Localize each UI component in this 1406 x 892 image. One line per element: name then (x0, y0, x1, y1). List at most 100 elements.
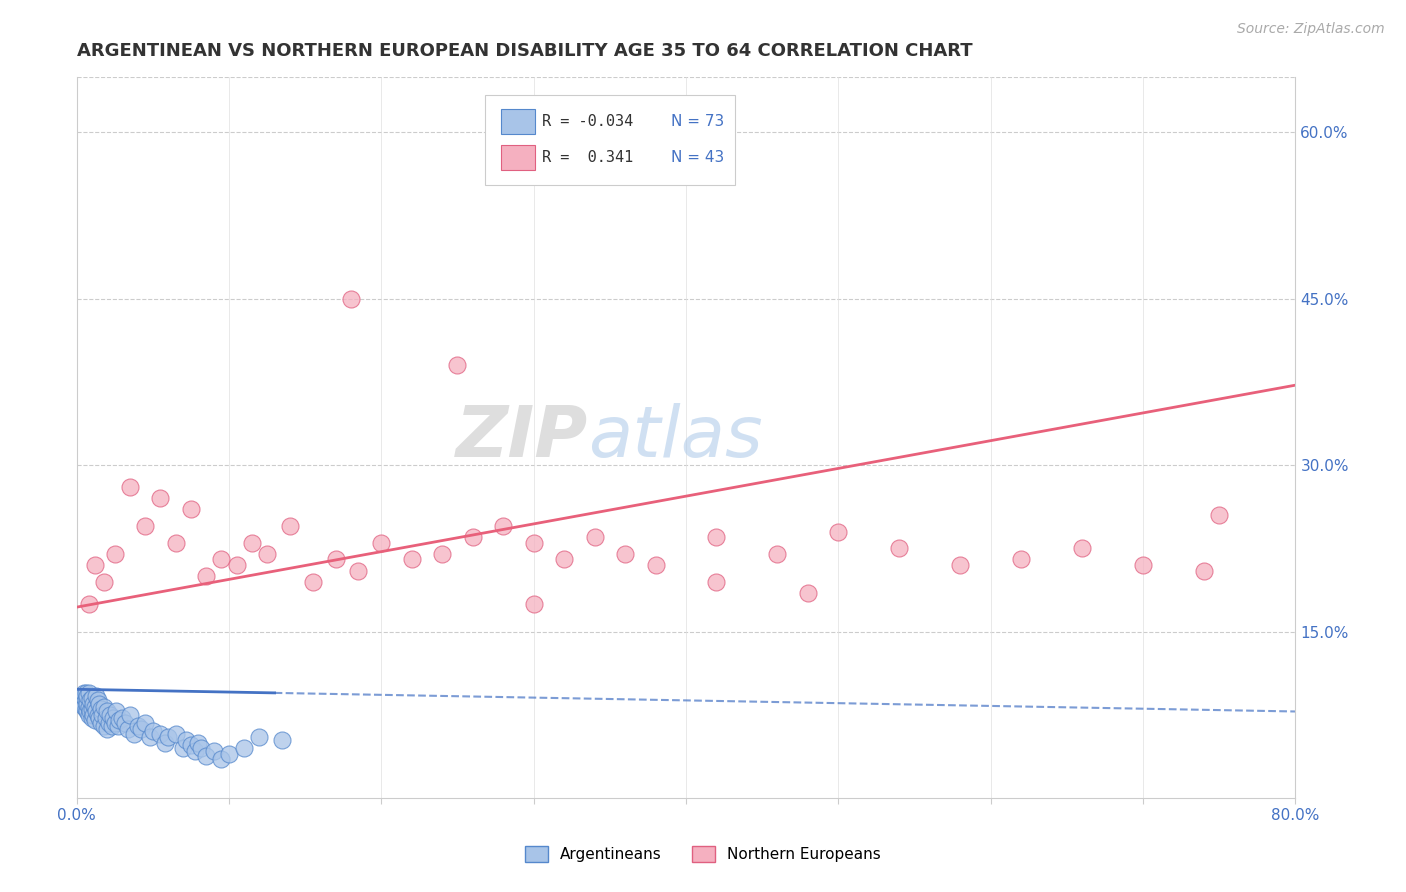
Point (1192, 564, 1215, 578)
Point (108, 714, 131, 728)
Point (340, 292, 363, 306)
Point (553, 552, 575, 566)
Point (523, 535, 546, 549)
Point (706, 530, 728, 544)
Point (129, 723, 152, 737)
Point (1132, 558, 1154, 572)
Text: Source: ZipAtlas.com: Source: ZipAtlas.com (1237, 22, 1385, 37)
Point (180, 502, 202, 516)
Point (80, 702, 103, 716)
Point (461, 530, 484, 544)
Point (209, 752, 232, 766)
Point (187, 735, 209, 749)
Point (80, 691, 103, 706)
Point (75, 693, 97, 707)
Point (75, 702, 97, 716)
Point (89, 697, 111, 711)
Point (209, 552, 232, 566)
Point (70, 691, 93, 706)
Point (124, 727, 146, 741)
Point (93, 574, 115, 589)
Point (195, 569, 218, 583)
Point (90, 702, 112, 716)
Point (79, 705, 101, 719)
Point (156, 730, 179, 744)
Point (247, 730, 270, 744)
Point (370, 535, 392, 549)
Point (644, 558, 666, 572)
Point (93, 719, 115, 733)
Point (797, 585, 820, 599)
Point (76, 705, 98, 719)
Point (117, 723, 139, 737)
Point (256, 547, 278, 561)
Point (118, 480, 141, 494)
Point (153, 735, 176, 749)
Point (949, 558, 972, 572)
Point (165, 727, 187, 741)
Point (76, 689, 98, 703)
Point (89, 711, 111, 725)
Text: N = 73: N = 73 (672, 114, 724, 128)
Point (1010, 552, 1032, 566)
Point (583, 530, 606, 544)
Point (87, 707, 110, 722)
Point (107, 719, 129, 733)
Text: R = -0.034: R = -0.034 (543, 114, 634, 128)
Point (240, 535, 263, 549)
Point (1071, 541, 1094, 556)
Point (706, 574, 728, 589)
Point (233, 741, 256, 756)
Point (104, 715, 127, 730)
Point (100, 719, 122, 733)
Point (94, 711, 117, 725)
Point (79, 693, 101, 707)
Point (69, 693, 91, 707)
Point (90, 715, 112, 730)
Point (97, 715, 120, 730)
Point (91, 707, 114, 722)
Point (325, 552, 347, 566)
Point (101, 711, 124, 725)
Point (766, 547, 789, 561)
Text: R =  0.341: R = 0.341 (543, 150, 634, 165)
Point (401, 552, 423, 566)
Point (432, 547, 454, 561)
Point (105, 705, 128, 719)
Point (96, 723, 118, 737)
Point (184, 744, 207, 758)
Point (73, 685, 96, 699)
Point (827, 524, 849, 539)
Text: ARGENTINEAN VS NORTHERN EUROPEAN DISABILITY AGE 35 TO 64 CORRELATION CHART: ARGENTINEAN VS NORTHERN EUROPEAN DISABIL… (76, 42, 972, 60)
Point (180, 738, 202, 752)
Point (492, 519, 515, 533)
Point (190, 741, 212, 756)
Point (347, 564, 370, 578)
Bar (501, 109, 534, 135)
Point (889, 541, 911, 556)
Point (83, 714, 105, 728)
Point (202, 744, 225, 758)
FancyBboxPatch shape (485, 95, 735, 185)
Point (114, 715, 136, 730)
Point (77, 707, 100, 722)
Point (165, 535, 187, 549)
Point (111, 711, 134, 725)
Point (218, 747, 240, 761)
Legend: Argentineans, Northern Europeans: Argentineans, Northern Europeans (519, 840, 887, 868)
Bar (501, 145, 534, 170)
Point (98, 707, 121, 722)
Point (75, 685, 97, 699)
Point (118, 707, 141, 722)
Point (73, 700, 96, 714)
Point (614, 547, 637, 561)
Point (93, 700, 115, 714)
Point (77, 685, 100, 699)
Point (83, 700, 105, 714)
Point (172, 741, 194, 756)
Point (195, 748, 218, 763)
Point (127, 719, 149, 733)
Point (523, 597, 546, 611)
Point (72, 697, 94, 711)
Point (149, 727, 172, 741)
